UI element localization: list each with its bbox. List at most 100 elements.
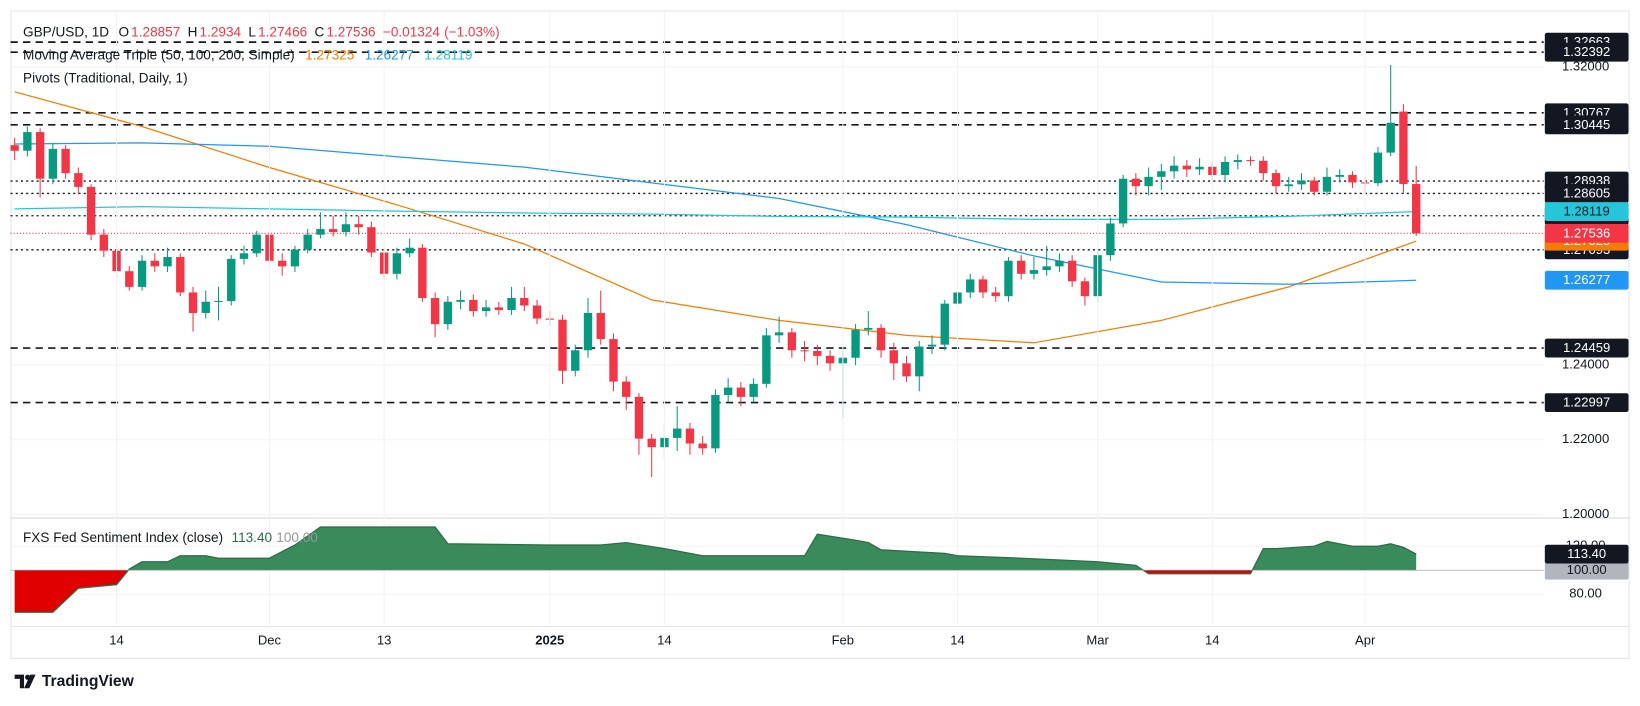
price-tag-bg <box>1544 544 1629 564</box>
price-tag: 1.22997 <box>1544 393 1629 412</box>
price-tag-label: 113.40 <box>1567 546 1606 561</box>
price-tag: 1.24459 <box>1544 338 1629 358</box>
candle-body <box>201 301 210 313</box>
y-tick-label: 1.20000 <box>1562 506 1609 521</box>
price-tag-bg <box>1544 338 1629 358</box>
candle-body <box>1233 160 1242 162</box>
candle-body <box>647 438 656 448</box>
candle-body <box>1297 180 1306 185</box>
candle-body <box>978 279 988 293</box>
candle-body <box>227 258 236 302</box>
candle-body <box>1055 260 1064 267</box>
candle-body <box>48 148 58 179</box>
candle-body <box>673 428 682 438</box>
price-tag: 1.27536 <box>1544 223 1629 243</box>
price-tag-label: 1.27536 <box>1563 225 1610 240</box>
candle-body <box>23 132 32 151</box>
price-tag: 1.32392 <box>1544 42 1629 62</box>
price-tag: 113.40 <box>1544 544 1629 564</box>
candle-body <box>787 332 797 351</box>
candle-body <box>507 298 516 310</box>
candle-body <box>328 229 338 233</box>
candle-body <box>685 428 695 444</box>
candle-body <box>1259 160 1268 174</box>
candle-body <box>698 443 707 449</box>
candle-body <box>1106 223 1115 256</box>
y-tick-label: 1.24000 <box>1562 357 1609 372</box>
candle-body <box>723 387 733 396</box>
sentiment-line <box>14 526 1417 613</box>
x-tick-label: 2025 <box>535 633 564 648</box>
candle-body <box>851 329 860 358</box>
candle-body <box>239 253 249 259</box>
x-tick-label: 13 <box>377 633 392 648</box>
candle-body <box>1080 281 1090 297</box>
candle-body <box>1042 266 1051 271</box>
legend-text: 113.40 <box>232 529 273 544</box>
price-tag-label: 1.24459 <box>1563 340 1610 355</box>
candle-body <box>762 335 771 384</box>
y-tick-label: 1.32000 <box>1562 58 1609 73</box>
y-tick-label: 1.22000 <box>1562 431 1609 446</box>
candle-body <box>1169 165 1179 172</box>
candle-body <box>800 350 809 352</box>
candle-body <box>813 351 822 356</box>
candle-body <box>711 395 720 449</box>
candle-body <box>609 339 618 382</box>
candle-body <box>1220 161 1230 175</box>
price-tag-bg <box>1544 115 1629 135</box>
candle-body <box>481 307 491 312</box>
price-tag-label: 1.26277 <box>1563 272 1610 287</box>
legend-text: 1.27466 <box>258 24 307 39</box>
candle-body <box>532 305 542 319</box>
candle-body <box>303 234 312 250</box>
candle-body <box>1310 180 1319 192</box>
candle-body <box>1182 165 1192 170</box>
candle-body <box>634 396 644 439</box>
candle-body <box>1195 166 1204 170</box>
x-tick-label: 14 <box>657 633 672 648</box>
candle-body <box>1118 178 1128 224</box>
price-tag: 1.26277 <box>1544 270 1629 290</box>
candle-body <box>35 132 45 179</box>
candle-body <box>596 312 605 340</box>
candle-body <box>1322 176 1332 192</box>
candle-body <box>1411 184 1421 234</box>
candle-body <box>341 224 351 233</box>
price-tag-label: 1.32392 <box>1563 44 1610 59</box>
candle-body <box>864 327 873 330</box>
x-tick-label: 14 <box>950 633 965 648</box>
candle-body <box>150 260 159 267</box>
candle-body <box>1271 173 1281 187</box>
candle-body <box>290 249 300 267</box>
candle-body <box>1373 152 1383 184</box>
moving-average-line <box>14 206 1417 220</box>
legend-text: 1.28857 <box>131 24 180 39</box>
candle-body <box>137 260 147 287</box>
moving-average-line <box>14 91 1417 344</box>
price-tag-bg <box>1544 560 1629 580</box>
price-tag: 100.00 <box>1544 560 1629 580</box>
candle-body <box>1131 178 1141 187</box>
candle-body <box>278 260 287 267</box>
candle-body <box>876 327 886 351</box>
moving-average-line <box>14 142 1417 285</box>
candle-body <box>367 227 376 253</box>
candle-body <box>558 319 567 371</box>
candle-body <box>456 299 465 302</box>
candle-body <box>622 381 631 397</box>
candle-body <box>252 234 261 254</box>
x-tick-label: Dec <box>258 633 282 648</box>
candle-body <box>583 312 593 351</box>
candle-body <box>940 303 949 345</box>
candle-body <box>86 186 96 235</box>
candle-body <box>163 257 172 267</box>
price-tag-label: 1.22997 <box>1563 395 1610 410</box>
candle-body <box>966 279 975 293</box>
legend-text: O <box>119 24 130 39</box>
price-tag-label: 100.00 <box>1567 562 1607 577</box>
candle-body <box>1017 260 1026 274</box>
price-tag: 1.28605 <box>1544 184 1629 203</box>
